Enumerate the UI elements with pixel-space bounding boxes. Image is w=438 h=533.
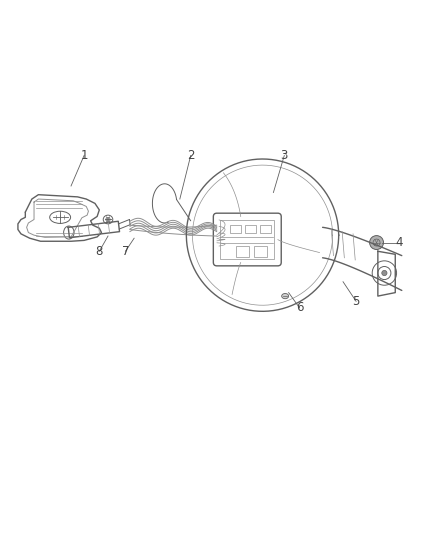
Text: 8: 8 (95, 245, 103, 258)
Text: 5: 5 (353, 295, 360, 308)
Text: 2: 2 (187, 149, 194, 162)
Circle shape (382, 270, 387, 276)
Text: 3: 3 (281, 149, 288, 162)
Text: 7: 7 (122, 245, 129, 258)
Text: 4: 4 (396, 236, 403, 249)
Ellipse shape (282, 294, 289, 298)
Circle shape (370, 236, 384, 249)
Text: 1: 1 (80, 149, 88, 162)
Text: 6: 6 (296, 301, 303, 314)
